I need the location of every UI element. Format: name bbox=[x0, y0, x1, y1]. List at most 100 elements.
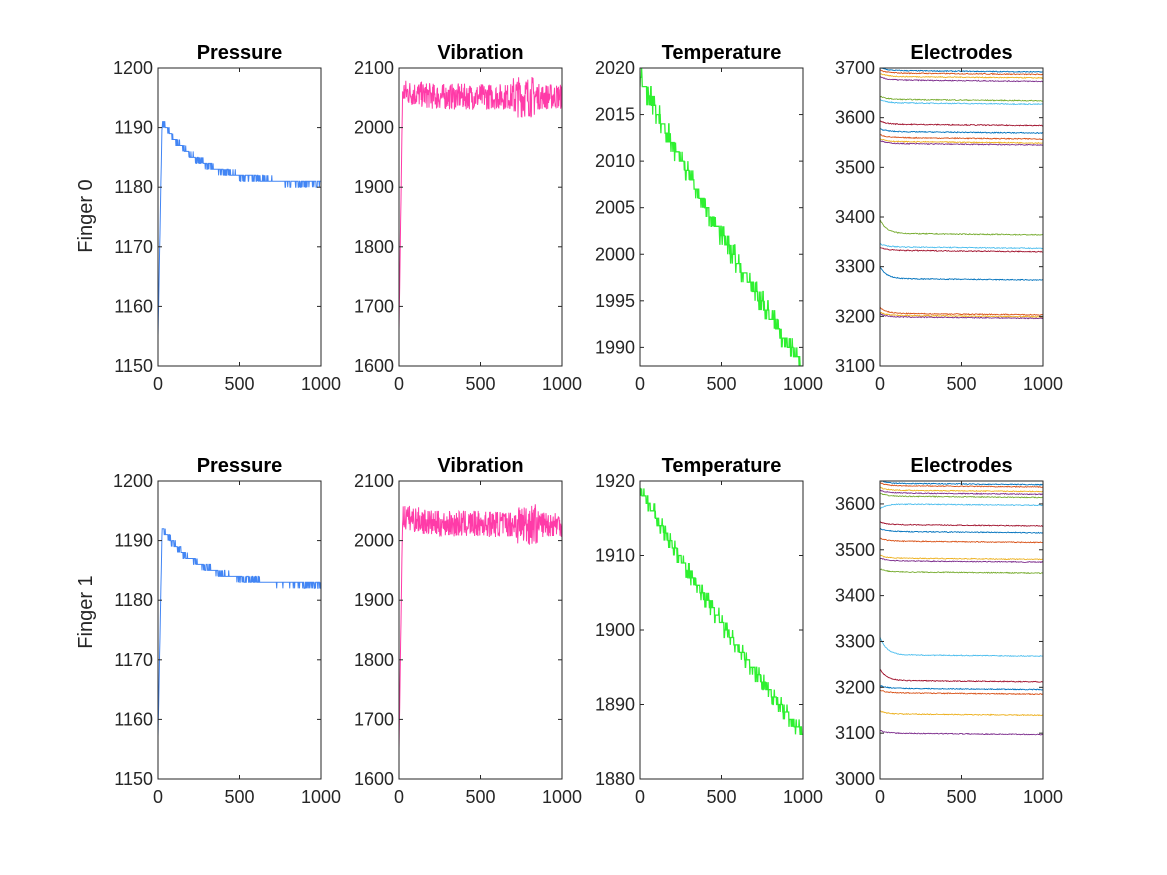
series-line-electrodes-0-17 bbox=[880, 313, 1043, 320]
y-tick-label-electrodes-0-6: 3700 bbox=[835, 58, 875, 78]
x-tick-label-electrodes-1-2: 1000 bbox=[1023, 787, 1063, 807]
x-tick-label-electrodes-0-2: 1000 bbox=[1023, 374, 1063, 394]
series-group-vibration-0 bbox=[399, 76, 562, 331]
y-tick-label-electrodes-1-3: 3300 bbox=[835, 631, 875, 651]
y-tick-label-pressure-1-4: 1190 bbox=[114, 531, 153, 551]
x-tick-label-vibration-0-1: 500 bbox=[465, 374, 495, 394]
series-line-electrodes-0-8 bbox=[880, 133, 1043, 140]
y-tick-label-temperature-0-0: 1990 bbox=[595, 337, 635, 357]
series-line-electrodes-1-10 bbox=[880, 557, 1043, 564]
y-tick-label-vibration-1-0: 1600 bbox=[354, 769, 394, 789]
y-tick-label-vibration-0-0: 1600 bbox=[354, 356, 394, 376]
series-line-electrodes-1-2 bbox=[880, 486, 1043, 493]
x-tick-label-temperature-1-2: 1000 bbox=[783, 787, 823, 807]
row-label-finger-0: Finger 0 bbox=[75, 179, 97, 252]
series-line-electrodes-1-6 bbox=[880, 521, 1043, 527]
series-line-electrodes-1-7 bbox=[880, 528, 1043, 534]
y-tick-label-vibration-1-2: 1800 bbox=[354, 650, 394, 670]
panel-vibration-1: 1600 1700 1800 1900 2000 2100 0 500 1000 Vibratio… bbox=[354, 455, 582, 807]
series-line-electrodes-0-5 bbox=[880, 99, 1043, 106]
x-tick-label-vibration-0-0: 0 bbox=[394, 374, 404, 394]
y-tick-label-temperature-0-4: 2010 bbox=[595, 151, 635, 171]
y-tick-label-electrodes-0-5: 3600 bbox=[835, 108, 875, 128]
series-line-electrodes-0-4 bbox=[880, 95, 1043, 102]
y-tick-label-electrodes-1-5: 3500 bbox=[835, 540, 875, 560]
series-group-vibration-1 bbox=[399, 504, 562, 750]
y-tick-label-vibration-0-4: 2000 bbox=[354, 118, 394, 138]
series-line-electrodes-1-12 bbox=[880, 636, 1043, 658]
series-line-electrodes-0-7 bbox=[880, 127, 1043, 135]
series-line-temperature-0-0 bbox=[640, 68, 803, 366]
series-line-electrodes-0-12 bbox=[880, 243, 1043, 250]
series-line-electrodes-1-16 bbox=[880, 710, 1043, 717]
y-tick-label-pressure-0-2: 1170 bbox=[114, 237, 153, 257]
series-line-vibration-1-0 bbox=[399, 504, 562, 750]
x-tick-label-pressure-0-1: 500 bbox=[224, 374, 254, 394]
series-line-electrodes-0-16 bbox=[880, 311, 1043, 318]
series-line-electrodes-1-11 bbox=[880, 568, 1043, 575]
y-tick-label-electrodes-1-1: 3100 bbox=[835, 723, 875, 743]
y-tick-label-vibration-1-4: 2000 bbox=[354, 531, 394, 551]
series-line-electrodes-0-14 bbox=[880, 266, 1043, 281]
panel-pressure-0: 1150 1160 1170 1180 1190 1200 0 500 1000 Pressure bbox=[113, 42, 341, 394]
y-tick-label-electrodes-0-0: 3100 bbox=[835, 356, 875, 376]
series-line-electrodes-0-2 bbox=[880, 73, 1043, 80]
row-label-finger-1: Finger 1 bbox=[75, 575, 97, 648]
x-tick-label-pressure-0-0: 0 bbox=[153, 374, 163, 394]
y-tick-label-pressure-0-0: 1150 bbox=[114, 356, 153, 376]
y-tick-label-electrodes-0-1: 3200 bbox=[835, 306, 875, 326]
y-tick-label-pressure-1-2: 1170 bbox=[114, 650, 153, 670]
y-tick-label-electrodes-0-2: 3300 bbox=[835, 257, 875, 277]
series-line-electrodes-0-11 bbox=[880, 219, 1043, 236]
series-line-electrodes-1-8 bbox=[880, 537, 1043, 544]
x-tick-label-temperature-0-1: 500 bbox=[706, 374, 736, 394]
series-line-electrodes-1-5 bbox=[880, 503, 1043, 510]
panel-title-vibration-0: Vibration bbox=[437, 42, 523, 64]
series-line-electrodes-1-14 bbox=[880, 684, 1043, 691]
series-line-electrodes-1-4 bbox=[880, 492, 1043, 499]
y-tick-label-electrodes-1-2: 3200 bbox=[835, 677, 875, 697]
y-tick-label-temperature-0-6: 2020 bbox=[595, 58, 635, 78]
y-tick-label-electrodes-0-3: 3400 bbox=[835, 207, 875, 227]
series-group-pressure-1 bbox=[158, 528, 321, 738]
panel-temperature-1: 1880 1890 1900 1910 1920 0 500 1000 Temperature bbox=[595, 455, 823, 807]
panel-pressure-1: 1150 1160 1170 1180 1190 1200 0 500 1000 Pressure bbox=[113, 455, 341, 807]
y-tick-label-temperature-0-1: 1995 bbox=[595, 291, 635, 311]
x-tick-label-electrodes-0-1: 500 bbox=[946, 374, 976, 394]
panel-title-pressure-1: Pressure bbox=[197, 455, 283, 477]
x-tick-label-electrodes-1-1: 500 bbox=[946, 787, 976, 807]
x-tick-label-vibration-0-2: 1000 bbox=[542, 374, 582, 394]
y-tick-label-temperature-1-2: 1900 bbox=[595, 620, 635, 640]
y-tick-label-temperature-0-2: 2000 bbox=[595, 244, 635, 264]
y-tick-label-pressure-1-0: 1150 bbox=[114, 769, 153, 789]
y-tick-label-temperature-1-3: 1910 bbox=[595, 546, 635, 566]
y-tick-label-vibration-0-1: 1700 bbox=[354, 296, 394, 316]
y-tick-label-temperature-0-3: 2005 bbox=[595, 198, 635, 218]
y-tick-label-temperature-1-0: 1880 bbox=[595, 769, 635, 789]
series-line-electrodes-1-3 bbox=[880, 489, 1043, 496]
y-tick-label-vibration-0-5: 2100 bbox=[354, 58, 394, 78]
panel-electrodes-1: 3000 3100 3200 3300 3400 3500 3600 0 500 1000 Elec… bbox=[835, 455, 1063, 807]
series-line-electrodes-1-13 bbox=[880, 668, 1043, 683]
series-line-electrodes-1-1 bbox=[880, 482, 1043, 488]
series-line-pressure-0-0 bbox=[158, 121, 321, 337]
y-tick-label-vibration-0-2: 1800 bbox=[354, 237, 394, 257]
series-line-electrodes-0-3 bbox=[880, 76, 1043, 83]
x-tick-label-vibration-1-0: 0 bbox=[394, 787, 404, 807]
x-tick-label-temperature-1-0: 0 bbox=[635, 787, 645, 807]
y-tick-label-pressure-0-3: 1180 bbox=[114, 177, 153, 197]
x-tick-label-temperature-0-2: 1000 bbox=[783, 374, 823, 394]
series-group-pressure-0 bbox=[158, 121, 321, 337]
series-line-electrodes-0-15 bbox=[880, 306, 1043, 316]
x-tick-label-vibration-1-2: 1000 bbox=[542, 787, 582, 807]
panel-title-temperature-1: Temperature bbox=[662, 455, 782, 477]
y-tick-label-temperature-1-1: 1890 bbox=[595, 695, 635, 715]
panel-title-electrodes-1: Electrodes bbox=[910, 455, 1012, 477]
x-tick-label-pressure-1-0: 0 bbox=[153, 787, 163, 807]
panel-title-vibration-1: Vibration bbox=[437, 455, 523, 477]
x-tick-label-electrodes-0-0: 0 bbox=[875, 374, 885, 394]
series-line-electrodes-0-13 bbox=[880, 247, 1043, 253]
panel-title-electrodes-0: Electrodes bbox=[910, 42, 1012, 64]
x-tick-label-vibration-1-1: 500 bbox=[465, 787, 495, 807]
